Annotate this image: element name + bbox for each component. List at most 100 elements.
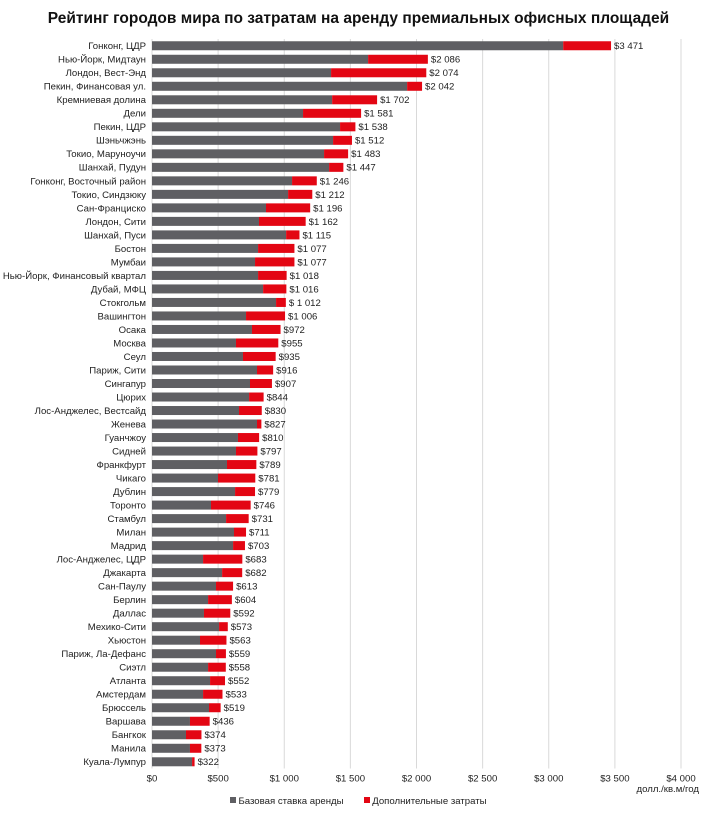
value-label: $789 xyxy=(259,460,280,471)
bar-base xyxy=(152,216,259,226)
bar-extra xyxy=(246,311,286,321)
bar-base xyxy=(152,379,250,389)
category-label: Мадрид xyxy=(111,541,147,552)
category-label: Франкфурт xyxy=(97,460,147,471)
category-label: Стокгольм xyxy=(100,298,146,309)
legend-item-base: Базовая ставка аренды xyxy=(230,796,344,807)
category-label: Милан xyxy=(116,528,146,539)
bar-base xyxy=(152,703,209,713)
bar-base xyxy=(152,135,334,145)
bar-base xyxy=(152,162,330,172)
value-label: $779 xyxy=(258,487,279,498)
value-label: $1 538 xyxy=(358,122,387,133)
bar-base xyxy=(152,649,217,659)
bar-base xyxy=(152,581,217,591)
bar-base xyxy=(152,757,193,767)
x-tick-label: $500 xyxy=(207,774,228,785)
value-label: $559 xyxy=(229,649,250,660)
bar-extra xyxy=(200,635,227,645)
category-label: Москва xyxy=(113,338,146,349)
value-label: $373 xyxy=(204,744,225,755)
bar-base xyxy=(152,676,211,686)
bar-extra xyxy=(292,176,317,186)
bar-extra xyxy=(210,676,226,686)
legend-swatch-base xyxy=(230,797,237,803)
bar-base xyxy=(152,54,369,64)
bar-extra xyxy=(203,608,231,618)
bar-extra xyxy=(208,662,226,672)
value-labels: $3 471 $2 086 $2 074 $2 042 $1 702 $1 581 $1 5… xyxy=(198,41,644,768)
x-tick-label: $2 000 xyxy=(402,774,431,785)
value-label: $1 018 xyxy=(290,271,319,282)
bars xyxy=(152,41,612,767)
value-label: $1 512 xyxy=(355,136,384,147)
value-label: $2 086 xyxy=(431,55,460,66)
value-label: $703 xyxy=(248,541,269,552)
value-label: $604 xyxy=(235,595,257,606)
bar-extra xyxy=(189,743,202,753)
value-label: $746 xyxy=(254,500,275,511)
bar-base xyxy=(152,203,266,213)
bar-extra xyxy=(340,122,356,132)
legend-swatch-extra xyxy=(364,797,371,803)
value-label: $1 115 xyxy=(302,230,331,241)
bar-extra xyxy=(235,338,279,348)
category-label: Дели xyxy=(124,109,146,120)
category-label: Амстердам xyxy=(96,690,146,701)
bar-extra xyxy=(242,351,276,361)
category-label: Гонконг, Восточный район xyxy=(30,176,146,187)
bar-base xyxy=(152,311,247,321)
bar-extra xyxy=(208,703,221,713)
bar-base xyxy=(152,716,190,726)
bar-base xyxy=(152,149,325,159)
bar-base xyxy=(152,176,293,186)
bar-base xyxy=(152,541,234,551)
category-label: Сеул xyxy=(124,352,146,363)
bar-extra xyxy=(203,554,243,564)
bar-base xyxy=(152,743,190,753)
legend: Базовая ставка аренды Дополнительные зат… xyxy=(0,796,717,807)
category-label: Атланта xyxy=(110,676,147,687)
bar-extra xyxy=(203,689,223,699)
category-label: Берлин xyxy=(113,595,146,606)
category-label: Бангкок xyxy=(112,730,147,741)
value-label: $ 1 012 xyxy=(289,298,321,309)
value-label: $1 483 xyxy=(351,149,380,160)
bar-base xyxy=(152,406,240,416)
x-tick-label: $0 xyxy=(147,774,158,785)
category-label: Лондон, Сити xyxy=(85,217,146,228)
bar-base xyxy=(152,595,209,605)
value-label: $3 471 xyxy=(614,41,643,52)
bar-base xyxy=(152,608,204,618)
bar-extra xyxy=(333,135,352,145)
value-label: $1 077 xyxy=(297,244,326,255)
category-label: Сиэтл xyxy=(119,663,146,674)
bar-extra xyxy=(249,379,272,389)
category-label: Париж, Сити xyxy=(89,365,146,376)
bar-extra xyxy=(255,257,295,267)
category-label: Мумбаи xyxy=(111,257,146,268)
value-label: $1 016 xyxy=(289,284,318,295)
value-label: $1 212 xyxy=(315,190,344,201)
category-label: Куала-Лумпур xyxy=(83,757,146,768)
gridlines xyxy=(151,39,682,769)
bar-base xyxy=(152,81,408,91)
legend-item-extra: Дополнительные затраты xyxy=(364,796,487,807)
value-label: $810 xyxy=(262,433,283,444)
value-label: $1 162 xyxy=(309,217,338,228)
value-label: $436 xyxy=(213,717,234,728)
category-label: Бостон xyxy=(115,244,146,255)
value-label: $519 xyxy=(224,703,245,714)
bar-extra xyxy=(235,446,258,456)
bar-base xyxy=(152,730,186,740)
bar-base xyxy=(152,108,304,118)
bar-base xyxy=(152,122,341,132)
value-label: $683 xyxy=(245,555,266,566)
category-label: Дубай, МФЦ xyxy=(91,284,146,295)
bar-extra xyxy=(257,365,274,375)
bar-base xyxy=(152,500,211,510)
bar-extra xyxy=(563,41,612,51)
bar-base xyxy=(152,554,204,564)
bar-extra xyxy=(217,473,256,483)
bar-extra xyxy=(324,149,349,159)
